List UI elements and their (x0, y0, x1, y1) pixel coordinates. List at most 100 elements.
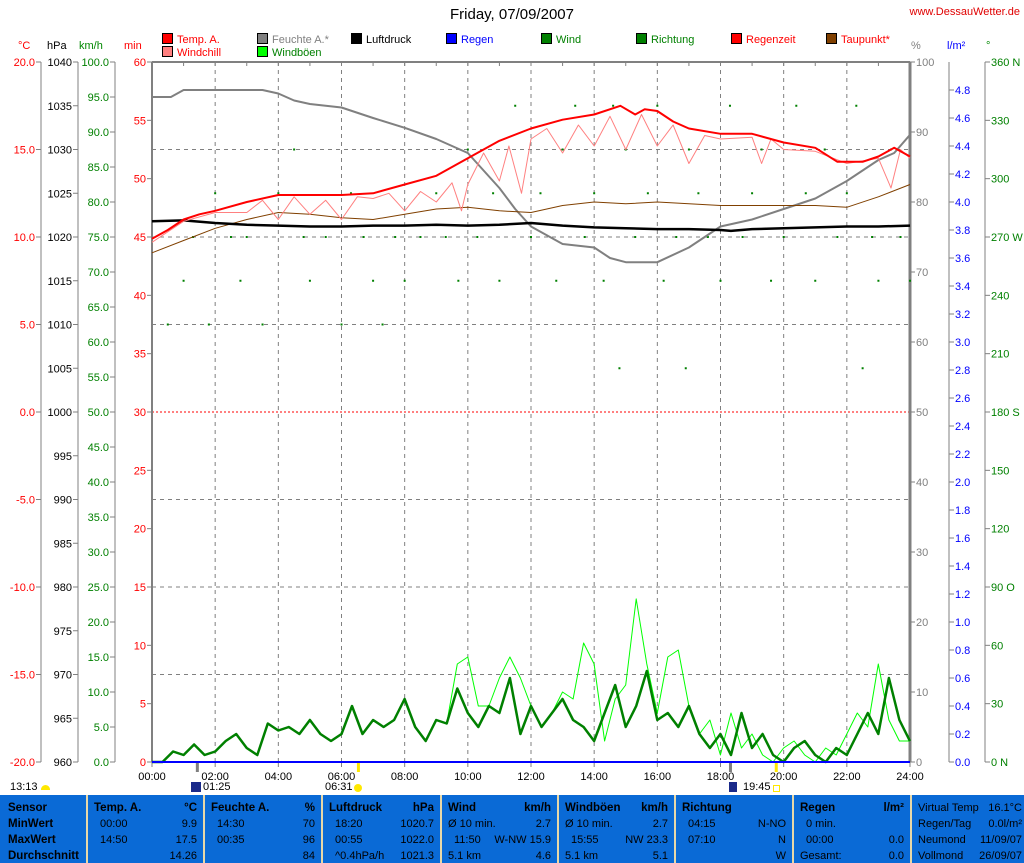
legend-label: Windchill (177, 47, 222, 59)
axis-label-kmh: 30.0 (88, 547, 109, 559)
legend-label: Wind (556, 34, 582, 46)
direction-point (861, 367, 864, 370)
axis-label-hpa: 1000 (48, 407, 72, 419)
axis-label-rain: 4.8 (955, 85, 970, 97)
direction-point (909, 279, 911, 282)
cell-value: 14.26 (169, 850, 197, 862)
axis-label-rain: 2.2 (955, 449, 970, 461)
direction-point (836, 236, 839, 238)
direction-point (394, 236, 397, 238)
sun-icon (354, 784, 362, 792)
unit-min: min (124, 40, 142, 52)
legend-swatch-icon (351, 33, 362, 44)
direction-point (770, 279, 773, 282)
moonset-icon (41, 785, 50, 790)
series-wind (152, 669, 912, 764)
axis-label-rain: 1.2 (955, 589, 970, 601)
sunset-time: 19:45 (743, 781, 771, 793)
extra-label: Neumond (918, 834, 966, 846)
axis-label-rain: 1.8 (955, 505, 970, 517)
stats-table: Sensor MinWert MaxWert Durchschnitt Temp… (0, 795, 1024, 863)
x-tick-label: 00:00 (138, 771, 166, 783)
direction-point (845, 192, 848, 195)
cell-value: 9.9 (181, 818, 197, 830)
direction-point (476, 236, 479, 238)
axis-label-kmh: 85.0 (88, 162, 109, 174)
axis-label-degree: 240 (991, 290, 1009, 302)
direction-point (634, 236, 637, 238)
direction-point (214, 192, 217, 195)
axis-label-rain: 4.6 (955, 113, 970, 125)
axis-label-percent: 100 (916, 57, 934, 69)
axis-label-min: 10 (134, 640, 146, 652)
axis-label-kmh: 100.0 (81, 57, 109, 69)
extra-label: Vollmond (918, 850, 964, 862)
direction-point (261, 323, 264, 326)
legend-swatch-icon (826, 33, 837, 44)
axis-label-rain: 2.4 (955, 421, 970, 433)
axis-label-rain: 3.0 (955, 337, 970, 349)
axis-label-percent: 10 (916, 687, 928, 699)
table-col: Richtung 04:15 N-NO 07:10 N W (676, 795, 794, 863)
sunset-marker (774, 762, 778, 772)
unit-hpa: hPa (47, 40, 67, 52)
axis-label-celsius: 15.0 (14, 145, 35, 157)
cell-label: ^0.4hPa/h (335, 850, 385, 862)
x-tick-label: 24:00 (896, 771, 924, 783)
legend-label: Feuchte A.* (272, 34, 329, 46)
axis-label-hpa: 990 (54, 495, 72, 507)
legend-swatch-icon (257, 46, 268, 57)
unit-rain: l/m² (947, 40, 966, 52)
legend-item: Luftdruck (351, 33, 411, 46)
series-luftdruck (151, 219, 911, 233)
cell-label: 14:30 (217, 818, 245, 830)
legend-swatch-icon (636, 33, 647, 44)
axis-label-percent: 50 (916, 407, 928, 419)
sunset-icon (773, 785, 780, 792)
legend-label: Regen (461, 34, 494, 46)
cell-value: W-NW 15.9 (494, 834, 551, 846)
axis-label-celsius: 10.0 (14, 232, 35, 244)
axis-label-rain: 0.6 (955, 673, 970, 685)
axis-label-celsius: -10.0 (10, 582, 35, 594)
direction-point (583, 236, 586, 238)
axis-label-min: 25 (134, 465, 146, 477)
axis-label-degree: 330 (991, 115, 1009, 127)
col-title: Luftdruck (329, 802, 383, 814)
axis-label-hpa: 1005 (48, 363, 72, 375)
cell-label: 04:15 (688, 818, 716, 830)
extra-value: 26/09/07 (979, 850, 1022, 862)
axis-label-percent: 60 (916, 337, 928, 349)
axis-label-min: 0 (140, 757, 146, 769)
axis-label-rain: 3.6 (955, 253, 970, 265)
site-link[interactable]: www.DessauWetter.de (909, 6, 1020, 18)
cell-value: 1021.3 (400, 850, 434, 862)
axis-label-degree: 360 N (991, 57, 1020, 69)
axis-label-degree: 120 (991, 524, 1009, 536)
axis-label-hpa: 1020 (48, 232, 72, 244)
axis-label-percent: 40 (916, 477, 928, 489)
cell-value: 17.5 (175, 834, 197, 846)
axis-label-rain: 1.4 (955, 561, 970, 573)
direction-point (593, 192, 596, 195)
direction-point (403, 279, 406, 282)
direction-point (166, 323, 169, 326)
direction-point (498, 279, 501, 282)
cell-label: 5.1 km (448, 850, 482, 862)
direction-point (277, 192, 280, 195)
col-title: Windböen (565, 802, 621, 814)
direction-point (751, 192, 754, 195)
cell-value: NW 23.3 (625, 834, 668, 846)
axis-label-hpa: 1040 (48, 57, 72, 69)
cell-value: 70 (302, 818, 315, 830)
axis-label-percent: 90 (916, 127, 928, 139)
axis-label-rain: 2.0 (955, 477, 970, 489)
direction-point (823, 148, 826, 151)
axis-label-percent: 80 (916, 197, 928, 209)
cell-label: 0 min. (806, 818, 836, 830)
cell-value: 2.7 (535, 818, 551, 830)
direction-point (514, 104, 517, 107)
axis-label-hpa: 1035 (48, 101, 72, 113)
col-unit: % (304, 802, 315, 814)
direction-point (795, 104, 798, 107)
